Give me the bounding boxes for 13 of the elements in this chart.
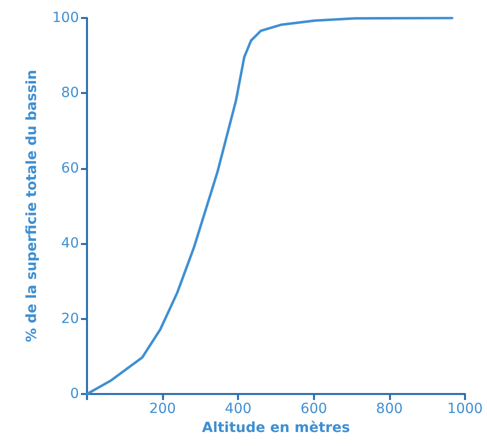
y-tick-label: 100 xyxy=(52,10,79,26)
y-axis-title: % de la superficie totale du bassin xyxy=(24,70,40,342)
x-tick-label: 800 xyxy=(376,401,403,417)
x-tick-label: 400 xyxy=(224,401,252,417)
x-tick-label: 1000 xyxy=(447,401,483,417)
x-tick-label: 600 xyxy=(300,401,328,417)
y-tick-label: 80 xyxy=(61,85,79,102)
y-tick-label: 0 xyxy=(70,386,79,402)
y-tick-label: 60 xyxy=(61,160,79,176)
y-tick-label: 20 xyxy=(61,310,79,327)
y-tick-label: 40 xyxy=(61,236,79,252)
x-tick-label: 200 xyxy=(149,401,176,417)
x-axis-title: Altitude en mètres xyxy=(202,420,350,436)
